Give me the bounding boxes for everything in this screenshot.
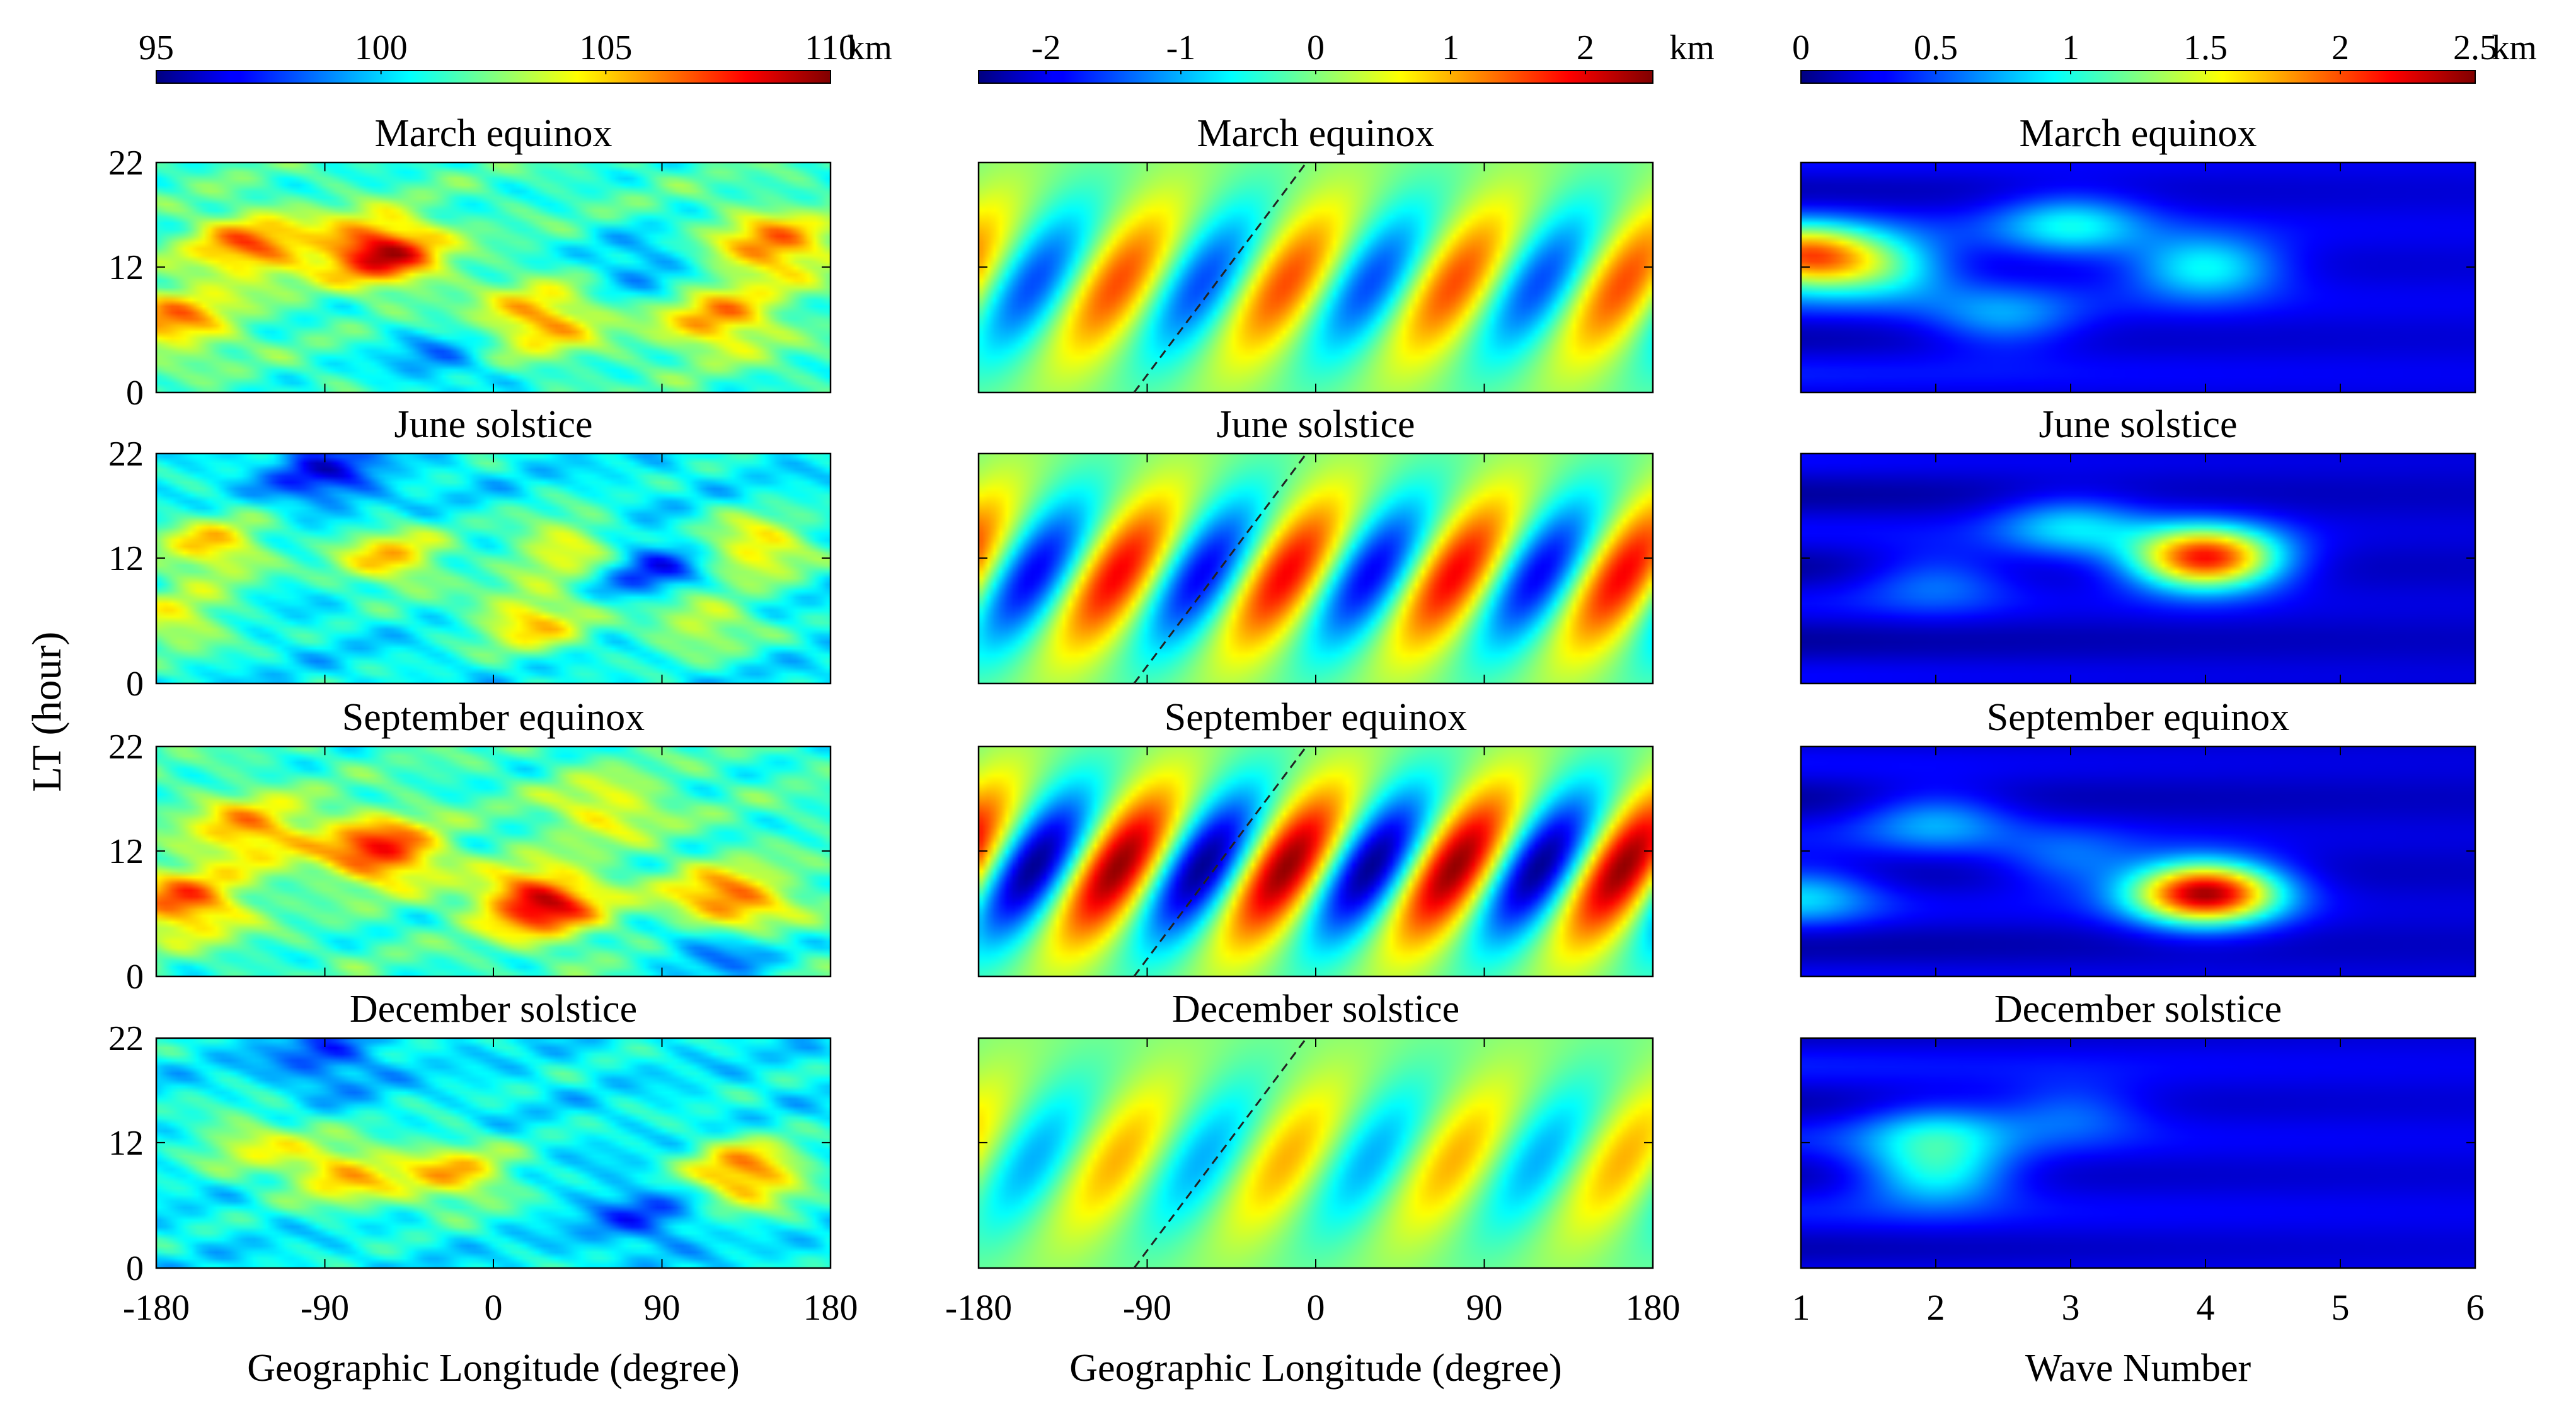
x-tick-label: 90 [644,1287,681,1328]
x-tick-label: 3 [2062,1287,2080,1328]
y-tick-label: 0 [126,374,144,413]
panel-frame [1800,452,2476,685]
colorbar-tick-label: 0.5 [1914,28,1958,67]
x-tick-label: 1 [1792,1287,1810,1328]
colorbar-tick-label: -2 [1032,28,1061,67]
dashed-reference-line [1133,1037,1308,1269]
y-tick-label: 0 [126,957,144,997]
heatmap-left-3 [156,746,831,976]
colorbar-tick-label: 2 [1577,28,1594,67]
colorbar-tick-label: 95 [139,28,174,67]
panel-title: September equinox [1164,696,1467,739]
colorbar-tick-label: 100 [355,28,408,67]
panel-title: June solstice [1216,403,1415,446]
x-tick-label: -180 [945,1287,1012,1328]
y-tick-label: 12 [108,832,144,871]
y-tick-label: 12 [108,539,144,578]
dashed-reference-line [1133,162,1308,393]
y-tick-label: 22 [108,435,144,474]
y-axis-label: LT (hour) [24,632,70,792]
heatmap-middle-1 [979,163,1653,392]
colorbar-tick-label: 105 [579,28,632,67]
colorbar-tick-label: 2.5 [2453,28,2497,67]
colorbar-tick-label: 110 [805,28,856,67]
colorbar-tick-label: 1.5 [2183,28,2228,67]
x-tick-label: 6 [2466,1287,2485,1328]
panel-title: March equinox [2019,112,2257,155]
colorbar-left [156,70,831,84]
panel-frame [1800,745,2476,978]
panel-title: December solstice [1172,988,1459,1031]
heatmap-left-2 [156,454,831,683]
dashed-reference-line [1133,746,1308,977]
x-tick-label: 90 [1466,1287,1503,1328]
heatmap-middle-3 [979,746,1653,976]
panel-title: September equinox [1987,696,2289,739]
heatmap-middle-2 [979,454,1653,683]
colorbar-unit: km [1669,28,1715,67]
heatmap-left-4 [156,1038,831,1268]
heatmap-right-3 [1801,746,2475,976]
y-tick-label: 0 [126,665,144,704]
x-tick-label: 180 [1626,1287,1681,1328]
colorbar-unit: km [847,28,892,67]
heatmap-right-2 [1801,454,2475,683]
x-tick-label: 4 [2197,1287,2215,1328]
y-tick-label: 22 [108,144,144,183]
heatmap-right-1 [1801,163,2475,392]
y-tick-label: 12 [108,1124,144,1163]
x-axis-label: Geographic Longitude (degree) [247,1347,740,1390]
y-tick-label: 12 [108,248,144,287]
panel-frame [1800,161,2476,394]
panel-title: June solstice [2038,403,2237,446]
x-tick-label: 5 [2332,1287,2350,1328]
colorbar-tick-label: 1 [2062,28,2079,67]
panel-title: June solstice [394,403,592,446]
colorbar-tick-label: 0 [1792,28,1810,67]
colorbar-tick-label: 0 [1307,28,1325,67]
panel-frame [1800,1037,2476,1269]
x-tick-label: 0 [485,1287,503,1328]
dashed-reference-line [1133,453,1308,684]
x-axis-label: Wave Number [2025,1347,2251,1390]
x-axis-label: Geographic Longitude (degree) [1069,1347,1562,1390]
colorbar-tick-label: 2 [2332,28,2349,67]
y-tick-label: 0 [126,1249,144,1288]
colorbar-tick-label: 1 [1442,28,1459,67]
panel-title: March equinox [1197,112,1434,155]
colorbar-tick-label: -1 [1166,28,1196,67]
panel-title: September equinox [342,696,645,739]
heatmap-middle-4 [979,1038,1653,1268]
panel-title: December solstice [1994,988,2282,1031]
panel-title: December solstice [350,988,637,1031]
heatmap-left-1 [156,163,831,392]
heatmap-right-4 [1801,1038,2475,1268]
x-tick-label: -90 [301,1287,349,1328]
y-tick-label: 22 [108,1019,144,1058]
x-tick-label: -90 [1123,1287,1171,1328]
x-tick-label: 180 [803,1287,858,1328]
x-tick-label: 2 [1927,1287,1945,1328]
y-tick-label: 22 [108,728,144,767]
x-tick-label: 0 [1307,1287,1325,1328]
colorbar-unit: km [2492,28,2537,67]
colorbar-right [1800,70,2476,84]
x-tick-label: -180 [123,1287,190,1328]
panel-title: March equinox [374,112,612,155]
